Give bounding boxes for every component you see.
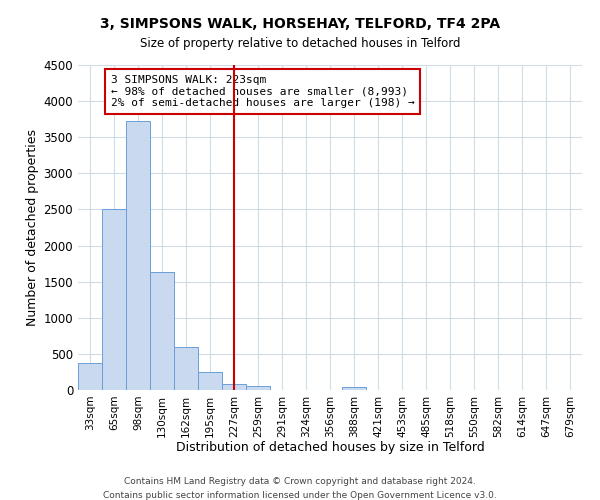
Bar xyxy=(174,346,198,390)
Bar xyxy=(222,384,246,390)
Y-axis label: Number of detached properties: Number of detached properties xyxy=(26,129,40,326)
Text: Contains public sector information licensed under the Open Government Licence v3: Contains public sector information licen… xyxy=(103,491,497,500)
Text: Contains HM Land Registry data © Crown copyright and database right 2024.: Contains HM Land Registry data © Crown c… xyxy=(124,478,476,486)
Bar xyxy=(198,372,222,390)
Bar xyxy=(246,386,270,390)
Text: 3 SIMPSONS WALK: 223sqm
← 98% of detached houses are smaller (8,993)
2% of semi-: 3 SIMPSONS WALK: 223sqm ← 98% of detache… xyxy=(111,74,415,108)
Bar xyxy=(342,387,366,390)
Bar xyxy=(78,362,102,390)
X-axis label: Distribution of detached houses by size in Telford: Distribution of detached houses by size … xyxy=(176,441,484,454)
Bar xyxy=(126,120,150,390)
Bar xyxy=(102,210,126,390)
Bar xyxy=(150,272,174,390)
Text: Size of property relative to detached houses in Telford: Size of property relative to detached ho… xyxy=(140,38,460,51)
Text: 3, SIMPSONS WALK, HORSEHAY, TELFORD, TF4 2PA: 3, SIMPSONS WALK, HORSEHAY, TELFORD, TF4… xyxy=(100,18,500,32)
